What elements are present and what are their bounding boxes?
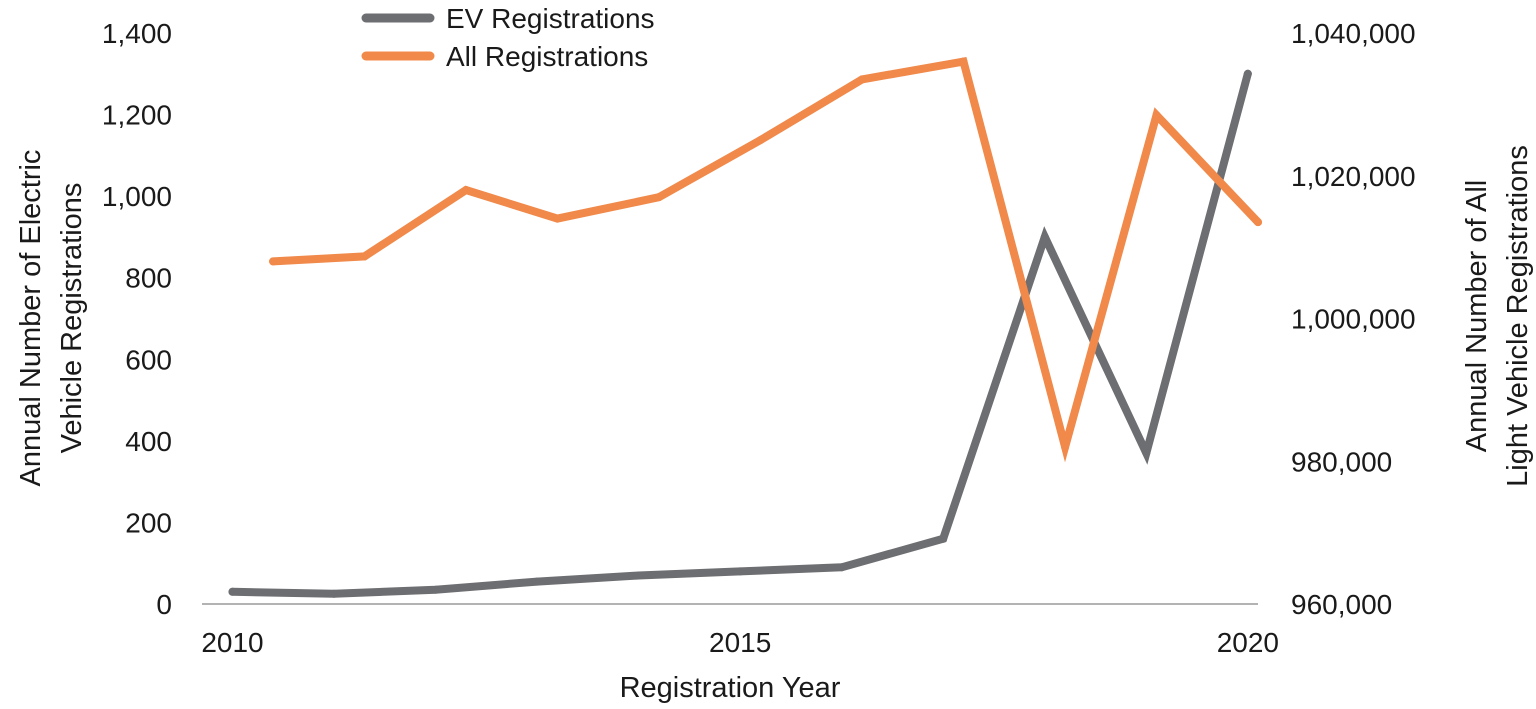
left-y-tick-label: 800 [125, 263, 172, 294]
legend-label-all-registrations: All Registrations [446, 41, 648, 72]
x-tick-label: 2010 [201, 627, 263, 658]
ev-registrations-point [634, 571, 643, 580]
ev-registrations-point [837, 563, 846, 572]
ev-registrations-point [736, 567, 745, 576]
right-y-tick-label: 960,000 [1291, 589, 1392, 620]
axis-titles: Registration Year Annual Number of Electr… [15, 145, 1534, 704]
right-y-axis-title: Annual Number of All Light Vehicle Regist… [1461, 145, 1534, 487]
all-registrations-point [269, 257, 278, 266]
left-y-tick-label: 400 [125, 426, 172, 457]
ev-registrations-point [1243, 69, 1252, 78]
left-y-tick-label: 1,400 [102, 18, 172, 49]
all-registrations-point [553, 214, 562, 223]
ev-registrations-point [939, 534, 948, 543]
all-registrations-point [1152, 111, 1161, 120]
series-lines [228, 57, 1262, 598]
right-y-tick-label: 980,000 [1291, 446, 1392, 477]
ev-registrations-point [228, 587, 237, 596]
left-y-tick-label: 1,200 [102, 100, 172, 131]
right-y-tick-label: 1,020,000 [1291, 161, 1416, 192]
x-axis-title: Registration Year [620, 672, 841, 704]
all-registrations-line [269, 57, 1262, 463]
all-registrations-point [462, 186, 470, 195]
legend: EV Registrations All Registrations [361, 3, 655, 72]
ev-registrations-point [431, 585, 440, 594]
left-y-tick-label: 1,000 [102, 181, 172, 212]
left-y-tick-label: 600 [125, 344, 172, 375]
all-registrations-point [1254, 218, 1262, 227]
x-tick-label: 2015 [709, 627, 771, 658]
ev-registrations-point [330, 589, 338, 598]
right-y-axis: 960,000 980,000 1,000,000 1,020,000 1,040,00… [1291, 18, 1416, 620]
left-y-tick-label: 200 [125, 507, 172, 538]
right-y-axis-title-line: Light Vehicle Registrations [1502, 145, 1534, 487]
right-y-tick-label: 1,000,000 [1291, 304, 1416, 335]
left-y-axis-title: Annual Number of Electric Vehicle Registr… [15, 150, 88, 487]
left-y-axis-title-line: Annual Number of Electric [15, 150, 47, 487]
all-registrations-point [756, 136, 765, 145]
all-registrations-point [654, 193, 663, 202]
x-tick-label: 2020 [1217, 627, 1279, 658]
ev-registrations-point [533, 577, 542, 586]
all-registrations-point [1061, 442, 1070, 451]
left-y-tick-label: 0 [156, 589, 172, 620]
all-registrations-point [858, 75, 866, 84]
ev-registrations-point [1142, 449, 1151, 458]
left-y-axis: 0 200 400 600 800 1,000 1,200 1,400 [102, 18, 172, 620]
all-registrations-point [959, 57, 968, 66]
right-y-tick-label: 1,040,000 [1291, 18, 1416, 49]
left-y-axis-title-line: Vehicle Registrations [56, 183, 88, 454]
legend-label-ev-registrations: EV Registrations [446, 3, 655, 34]
ev-registrations-point [1040, 232, 1049, 241]
x-axis: 2010 2015 2020 [201, 603, 1279, 658]
right-y-axis-title-line: Annual Number of All [1461, 180, 1493, 452]
all-registrations-point [360, 252, 369, 261]
